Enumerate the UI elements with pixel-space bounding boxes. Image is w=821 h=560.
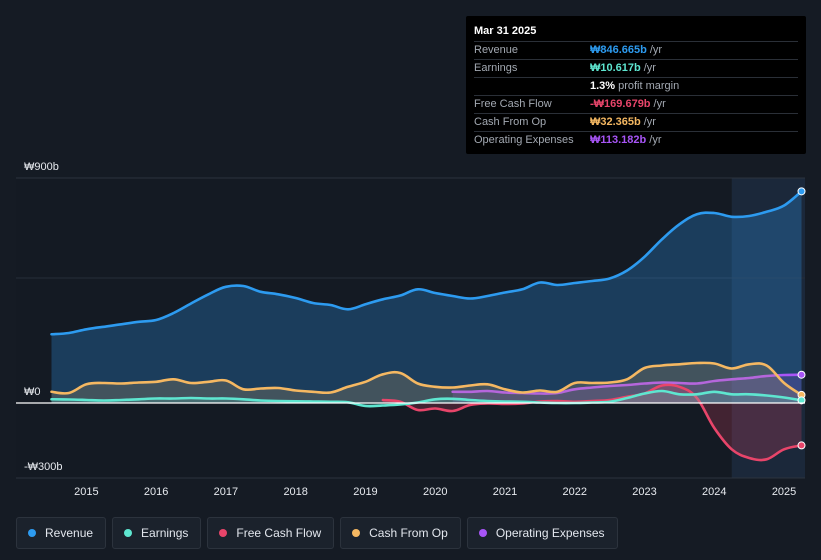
legend-dot-icon — [28, 529, 36, 537]
legend-dot-icon — [124, 529, 133, 537]
tooltip-label: Operating Expenses — [474, 134, 574, 146]
x-tick-label: 2022 — [563, 486, 587, 498]
tooltip-row-cash-from-op: Cash From Op ₩32.365b /yr — [474, 113, 798, 130]
tooltip-value: ₩846.665b — [590, 44, 647, 56]
series-end-point-revenue — [797, 187, 806, 196]
x-tick-label: 2018 — [283, 486, 307, 498]
x-tick-label: 2023 — [632, 486, 656, 498]
legend-item-operating-expenses[interactable]: Operating Expenses — [466, 517, 618, 549]
series-end-point-operating-expenses — [797, 370, 806, 379]
legend-label: Operating Expenses — [495, 526, 605, 540]
x-tick-label: 2020 — [423, 486, 447, 498]
tooltip-unit: /yr — [653, 98, 666, 110]
tooltip-date: Mar 31 2025 — [474, 25, 537, 37]
series-line-free-cash-flow — [381, 383, 803, 462]
legend-item-revenue[interactable]: Revenue — [16, 517, 107, 549]
legend-dot-icon — [352, 529, 361, 537]
x-tick-label: 2016 — [144, 486, 168, 498]
tooltip-row-free-cash-flow: Free Cash Flow -₩169.679b /yr — [474, 95, 798, 112]
x-tick-label: 2025 — [772, 486, 796, 498]
series-area-revenue — [51, 191, 802, 403]
series-line-earnings — [50, 389, 803, 408]
tooltip-unit: /yr — [643, 116, 656, 128]
legend-dot-icon — [478, 529, 487, 537]
legend-item-free-cash-flow[interactable]: Free Cash Flow — [207, 517, 335, 549]
x-tick-label: 2017 — [214, 486, 238, 498]
tooltip-label — [474, 78, 590, 94]
tooltip-label: Cash From Op — [474, 116, 547, 128]
tooltip-unit: profit margin — [618, 80, 680, 92]
tooltip-value: ₩10.617b — [590, 62, 641, 74]
tooltip-value: ₩113.182b — [590, 134, 647, 146]
data-tooltip: Mar 31 2025 Revenue ₩846.665b /yr Earnin… — [466, 16, 806, 154]
y-tick-label: ₩900b — [24, 161, 59, 173]
tooltip-unit: /yr — [649, 44, 663, 56]
legend-item-cash-from-op[interactable]: Cash From Op — [340, 517, 461, 549]
series-area-cash-from-op — [51, 362, 802, 403]
y-tick-label: ₩0 — [24, 386, 41, 398]
legend-label: Cash From Op — [369, 526, 448, 540]
legend-item-earnings[interactable]: Earnings — [112, 517, 202, 549]
series-end-point-earnings — [797, 396, 806, 405]
x-tick-label: 2015 — [74, 486, 98, 498]
series-line-operating-expenses — [451, 373, 803, 395]
chart-legend: Revenue Earnings Free Cash Flow Cash Fro… — [16, 517, 618, 549]
x-tick-label: 2021 — [493, 486, 517, 498]
tooltip-value: 1.3% — [590, 80, 616, 92]
tooltip-unit: /yr — [643, 62, 656, 74]
forecast-highlight — [731, 178, 805, 478]
series-end-point-free-cash-flow — [797, 441, 806, 450]
x-tick-label: 2019 — [353, 486, 377, 498]
legend-dot-icon — [219, 529, 228, 537]
tooltip-value: ₩32.365b — [590, 116, 641, 128]
tooltip-label: Earnings — [474, 62, 518, 74]
legend-label: Revenue — [45, 526, 94, 540]
series-area-free-cash-flow — [382, 384, 802, 461]
x-tick-label: 2024 — [702, 486, 726, 498]
tooltip-row-operating-expenses: Operating Expenses ₩113.182b /yr — [474, 131, 798, 148]
legend-label: Earnings — [141, 526, 189, 540]
tooltip-unit: /yr — [649, 134, 662, 146]
series-line-cash-from-op — [50, 361, 803, 397]
tooltip-value: -₩169.679b — [590, 98, 651, 110]
tooltip-row-profit-margin: 1.3% profit margin — [474, 77, 798, 94]
tooltip-label: Revenue — [474, 44, 519, 56]
tooltip-row-revenue: Revenue ₩846.665b /yr — [474, 41, 798, 58]
tooltip-label: Free Cash Flow — [474, 98, 552, 110]
series-line-revenue — [50, 190, 803, 336]
legend-label: Free Cash Flow — [236, 526, 322, 540]
y-tick-label: -₩300b — [24, 461, 63, 473]
tooltip-row-earnings: Earnings ₩10.617b /yr — [474, 59, 798, 76]
